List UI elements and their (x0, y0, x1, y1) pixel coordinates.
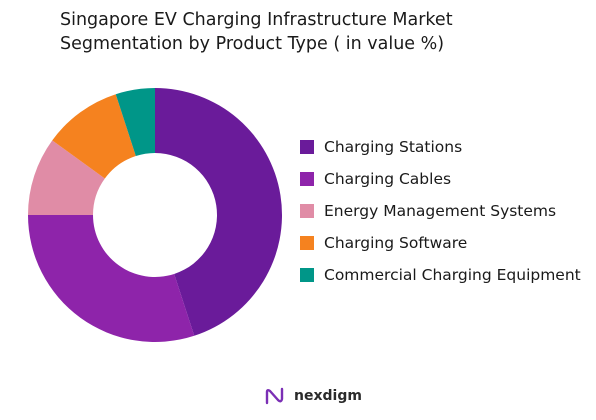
chart-title-line-2: Segmentation by Product Type ( in value … (60, 34, 445, 54)
legend-item: Commercial Charging Equipment (300, 264, 590, 287)
legend-swatch (300, 172, 314, 186)
legend-label: Commercial Charging Equipment (324, 266, 581, 284)
legend-item: Charging Software (300, 232, 590, 255)
legend-label: Charging Software (324, 234, 468, 252)
donut-slice-charging-cables (28, 215, 195, 343)
donut-slice-energy-management-systems (28, 140, 105, 215)
donut-slice-commercial-charging-equipment (115, 88, 155, 157)
legend-item: Energy Management Systems (300, 200, 590, 223)
legend-item: Charging Stations (300, 136, 590, 159)
legend-label: Charging Stations (324, 138, 463, 156)
brand-name: nexdigm (294, 388, 362, 404)
legend-label: Energy Management Systems (324, 202, 557, 220)
brand-footer: nexdigm (264, 386, 362, 406)
legend-swatch (300, 236, 314, 250)
chart-title: Singapore EV Charging Infrastructure Mar… (60, 8, 560, 56)
legend-item: Charging Cables (300, 168, 590, 191)
donut-slice-charging-software (52, 94, 136, 179)
legend-swatch (300, 204, 314, 218)
chart-title-line-1: Singapore EV Charging Infrastructure Mar… (60, 10, 453, 30)
legend-label: Charging Cables (324, 170, 452, 188)
legend-swatch (300, 140, 314, 154)
nexdigm-logo-icon (265, 387, 284, 405)
legend-swatch (300, 268, 314, 282)
chart-legend: Charging Stations Charging Cables Energy M… (300, 136, 590, 296)
donut-slice-charging-stations (155, 88, 282, 336)
